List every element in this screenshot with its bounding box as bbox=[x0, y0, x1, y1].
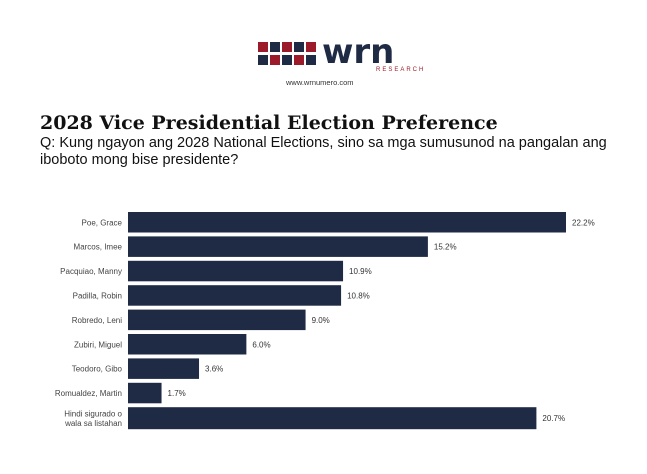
logo-square bbox=[294, 42, 304, 52]
value-label: 10.8% bbox=[347, 291, 370, 300]
chart-title: 2028 Vice Presidential Election Preferen… bbox=[40, 112, 498, 134]
logo-url: www.wrnumero.com bbox=[286, 78, 354, 87]
logo-wordmark: wrn bbox=[322, 32, 395, 72]
category-label: Pacquiao, Manny bbox=[60, 267, 122, 276]
category-label: Teodoro, Gibo bbox=[72, 365, 123, 374]
category-label: Hindi sigurado o bbox=[64, 409, 122, 418]
bar bbox=[128, 358, 200, 379]
logo-subtext: RESEARCH bbox=[376, 67, 426, 73]
logo-square bbox=[306, 42, 316, 52]
value-label: 15.2% bbox=[434, 243, 457, 252]
value-label: 20.7% bbox=[542, 414, 565, 423]
bar bbox=[128, 407, 537, 430]
bar bbox=[128, 334, 247, 355]
logo-square bbox=[306, 55, 316, 65]
bar bbox=[128, 382, 162, 404]
logo-square bbox=[282, 42, 292, 52]
value-label: 9.0% bbox=[312, 316, 330, 325]
wrn-logo: wrn RESEARCH www.wrnumero.com bbox=[250, 32, 423, 88]
category-label: Padilla, Robin bbox=[73, 291, 122, 300]
value-label: 10.9% bbox=[349, 267, 372, 276]
category-label: Poe, Grace bbox=[82, 218, 123, 227]
logo-square bbox=[282, 55, 292, 65]
value-label: 22.2% bbox=[572, 218, 595, 227]
logo-grid-icon bbox=[258, 42, 318, 66]
logo-square bbox=[270, 55, 280, 65]
logo-square bbox=[258, 55, 268, 65]
value-label: 6.0% bbox=[252, 340, 270, 349]
category-label: Marcos, Imee bbox=[74, 243, 123, 252]
logo-square bbox=[270, 42, 280, 52]
logo-square bbox=[294, 55, 304, 65]
category-label: Romualdez, Martin bbox=[55, 389, 122, 398]
value-label: 3.6% bbox=[205, 365, 223, 374]
logo-square bbox=[258, 42, 268, 52]
bar bbox=[128, 285, 342, 306]
bar bbox=[128, 309, 306, 331]
value-label: 1.7% bbox=[168, 389, 186, 398]
category-label: Zubiri, Miguel bbox=[74, 340, 122, 349]
category-label: Robredo, Leni bbox=[72, 316, 122, 325]
category-label: wala sa listahan bbox=[64, 419, 122, 428]
bar bbox=[128, 236, 428, 257]
survey-question: Q: Kung ngayon ang 2028 National Electio… bbox=[40, 135, 607, 168]
bar bbox=[128, 212, 566, 233]
bar bbox=[128, 260, 344, 282]
